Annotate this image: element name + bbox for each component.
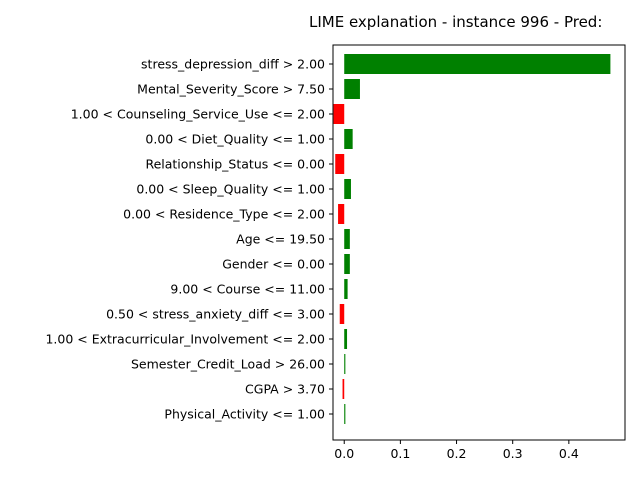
y-tick-label-1: Mental_Severity_Score > 7.50 <box>137 82 325 97</box>
x-tick-label-2: 0.2 <box>447 446 467 461</box>
bar-12 <box>344 354 346 374</box>
y-tick-label-14: Physical_Activity <= 1.00 <box>164 407 325 422</box>
bar-8 <box>344 254 350 274</box>
y-tick-label-9: 9.00 < Course <= 11.00 <box>170 282 325 297</box>
bar-3 <box>344 129 353 149</box>
x-tick-label-4: 0.4 <box>559 446 579 461</box>
bar-5 <box>344 179 351 199</box>
y-tick-label-13: CGPA > 3.70 <box>245 382 325 397</box>
bar-11 <box>344 329 348 349</box>
y-tick-label-3: 0.00 < Diet_Quality <= 1.00 <box>145 132 325 147</box>
y-tick-label-0: stress_depression_diff > 2.00 <box>141 57 325 72</box>
x-tick-label-3: 0.3 <box>503 446 523 461</box>
y-tick-label-2: 1.00 < Counseling_Service_Use <= 2.00 <box>71 107 325 122</box>
bar-4 <box>335 154 345 174</box>
y-tick-label-5: 0.00 < Sleep_Quality <= 1.00 <box>136 182 325 197</box>
x-tick-label-0: 0.0 <box>334 446 354 461</box>
y-tick-labels: stress_depression_diff > 2.00 Mental_Seve… <box>45 57 333 422</box>
y-tick-label-8: Gender <= 0.00 <box>222 257 325 272</box>
bar-7 <box>344 229 350 249</box>
bar-0 <box>344 54 611 74</box>
y-tick-label-12: Semester_Credit_Load > 26.00 <box>131 357 325 372</box>
y-tick-label-6: 0.00 < Residence_Type <= 2.00 <box>123 207 325 222</box>
bar-10 <box>339 304 345 324</box>
y-tick-label-4: Relationship_Status <= 0.00 <box>145 157 325 172</box>
bar-2 <box>333 104 345 124</box>
bar-9 <box>344 279 348 299</box>
bar-1 <box>344 79 360 99</box>
bar-6 <box>338 204 345 224</box>
bars-group <box>333 54 611 424</box>
bar-14 <box>344 404 346 424</box>
x-ticks: 0.0 0.1 0.2 0.3 0.4 <box>334 440 579 461</box>
y-tick-label-7: Age <= 19.50 <box>236 232 325 247</box>
x-tick-label-1: 0.1 <box>390 446 410 461</box>
plot-frame <box>332 44 626 441</box>
chart-title: LIME explanation - instance 996 - Pred: <box>309 13 602 31</box>
y-tick-label-11: 1.00 < Extracurricular_Involvement <= 2.… <box>45 332 325 347</box>
bar-13 <box>342 379 345 399</box>
y-tick-label-10: 0.50 < stress_anxiety_diff <= 3.00 <box>106 307 325 322</box>
